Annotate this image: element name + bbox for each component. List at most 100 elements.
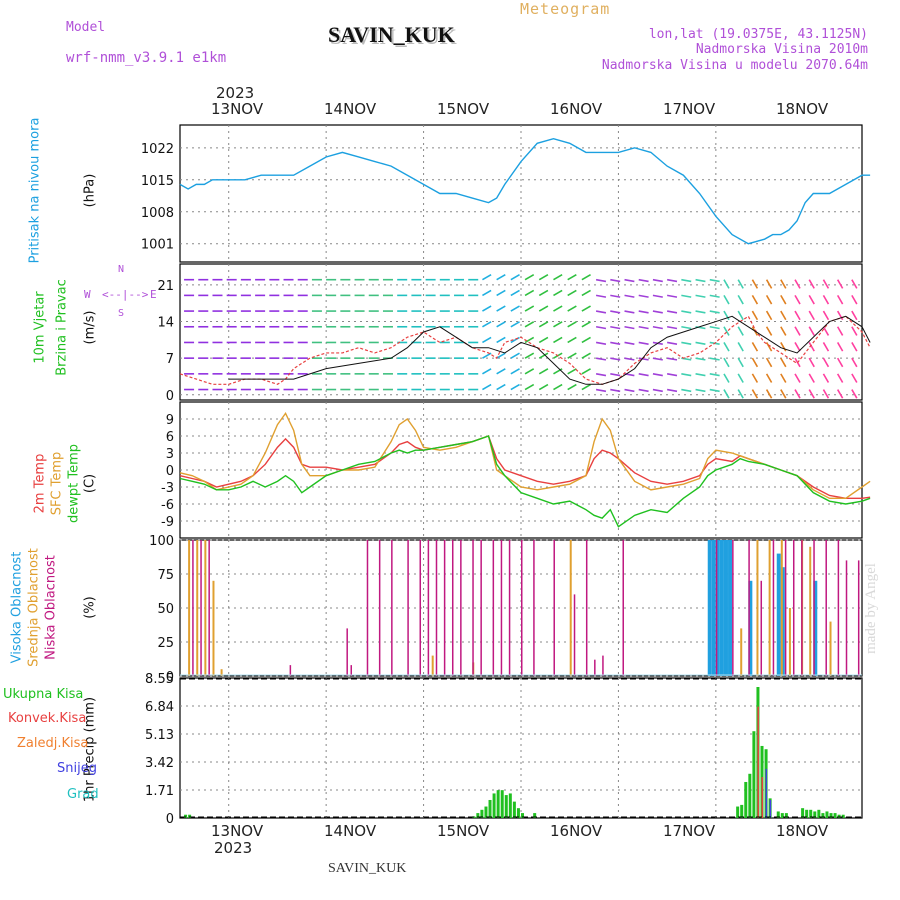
wind-barb: [794, 326, 801, 336]
wind-barb: [808, 357, 815, 368]
low-cloud-bar: [553, 540, 555, 676]
total-precip-bar: [837, 814, 841, 818]
wind-barb: [737, 373, 744, 383]
wind-barb: [822, 310, 830, 321]
precip-ytick: 1.71: [145, 784, 174, 799]
wind-barb: [737, 294, 744, 305]
wind-barb: [681, 373, 692, 377]
wind-barb: [794, 373, 801, 383]
wind-barb: [524, 336, 535, 344]
date-bottom-0: 13NOV: [211, 822, 264, 840]
wind-barb: [567, 321, 577, 328]
total-precip-bar: [521, 813, 524, 818]
wind-barb: [482, 305, 492, 312]
wind-barb: [538, 352, 549, 359]
wind-barb: [638, 294, 649, 298]
wind-barb: [695, 341, 706, 345]
wind-barb: [652, 357, 663, 361]
total-precip-bar: [817, 809, 821, 818]
wind-barb: [851, 294, 858, 305]
wind-barb: [567, 289, 577, 297]
wind-barb: [695, 388, 706, 393]
wind-barb: [482, 273, 492, 281]
meteogram-label: Meteogram: [520, 0, 611, 18]
wind-ytick: 0: [166, 389, 174, 404]
wind-barb: [822, 326, 830, 336]
footer-station: SAVIN_KUK: [328, 861, 407, 876]
wind-barb: [667, 341, 678, 345]
wind-barb: [765, 279, 773, 289]
model-label: Model: [66, 20, 106, 35]
wind-barb: [681, 341, 692, 345]
wind-barb: [624, 357, 635, 361]
temp-ytick: -3: [161, 481, 174, 496]
wind-barb: [567, 273, 577, 281]
wind-barb: [524, 352, 535, 359]
wind-barb: [510, 321, 520, 328]
wind-barb: [610, 341, 621, 345]
wind-barb: [808, 326, 815, 336]
low-cloud-bar: [715, 540, 718, 676]
wind-ytick: 21: [157, 279, 174, 294]
wind-barb: [765, 342, 773, 352]
total-precip-bar: [752, 731, 756, 818]
wind-barb: [822, 342, 830, 352]
wind-barb: [695, 357, 706, 361]
wind-barb: [610, 373, 621, 377]
wind-barb: [822, 294, 830, 305]
wind-barb: [482, 383, 492, 391]
pressure-ytick: 1008: [141, 206, 174, 221]
wind-barb: [723, 389, 730, 399]
wind-barb: [553, 289, 563, 297]
wind-barb: [836, 357, 844, 368]
legend-snow: Snijeg: [57, 761, 97, 776]
wind-barb: [765, 389, 773, 399]
wind-barb: [638, 373, 649, 377]
wind-barb: [822, 389, 830, 399]
low-cloud-bar: [346, 628, 348, 676]
wind-barb: [553, 321, 563, 328]
precip-ytick: 3.42: [145, 756, 174, 771]
wind-barb: [681, 388, 692, 393]
wind-barb: [822, 373, 830, 383]
wind-barb: [667, 294, 678, 298]
temp-ytick: -6: [161, 498, 174, 513]
wind-barb: [723, 373, 730, 383]
wind-barb: [624, 278, 635, 283]
low-cloud-bar: [801, 540, 803, 676]
date-top-3: 16NOV: [550, 100, 603, 118]
temp-ytick: 9: [166, 413, 174, 428]
wind-barb: [524, 289, 535, 297]
wind-barb: [709, 325, 720, 330]
wind-barb: [851, 342, 858, 352]
wind-barb: [822, 357, 830, 368]
wind-barb: [667, 325, 678, 330]
wind-barb: [610, 357, 621, 361]
wind-barb: [482, 352, 492, 359]
temp-ytick: -9: [161, 515, 174, 530]
wind-barb: [751, 310, 759, 321]
total-precip-bar: [484, 806, 488, 818]
coords-label: lon,lat (19.0375E, 43.1125N): [648, 27, 868, 42]
low-cloud-bar: [837, 540, 840, 676]
wind-barb: [681, 325, 692, 330]
wind-barb: [581, 305, 591, 312]
dewpt-line: [179, 435, 871, 528]
wind-barb: [652, 310, 663, 314]
mid-cloud-bar: [740, 628, 743, 676]
wind-barb: [595, 341, 607, 345]
wind-barb: [780, 389, 787, 399]
wind-barb: [624, 310, 635, 314]
mid-cloud-bar: [212, 580, 215, 676]
wind-barb: [538, 383, 549, 391]
low-cloud-bar: [289, 665, 292, 676]
low-cloud-bar: [585, 540, 588, 676]
total-precip-bar: [740, 804, 744, 818]
wind-barb: [836, 310, 844, 321]
legend-total: Ukupna Kisa: [3, 687, 84, 702]
wind-barb: [567, 305, 577, 312]
wind-barb: [751, 373, 759, 383]
wind-barb: [524, 305, 535, 312]
total-precip-bar: [512, 801, 516, 818]
